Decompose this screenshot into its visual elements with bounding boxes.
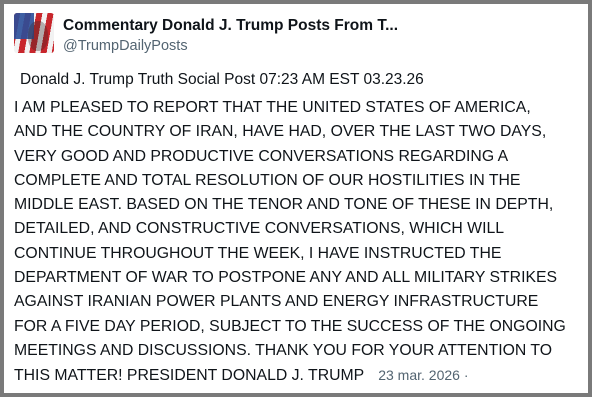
- account-handle[interactable]: @TrumpDailyPosts: [63, 38, 188, 54]
- post-line: AGAINST IRANIAN POWER PLANTS AND ENERGY …: [14, 293, 539, 311]
- post-line: CONTINUE THROUGHOUT THE WEEK, I HAVE INS…: [14, 244, 502, 262]
- display-name[interactable]: Commentary Donald J. Trump Posts From T.…: [63, 17, 399, 34]
- post-line: DETAILED, AND CONSTRUCTIVE CONVERSATIONS…: [14, 220, 505, 238]
- post-line: I AM PLEASED TO REPORT THAT THE UNITED S…: [14, 99, 531, 116]
- avatar[interactable]: [14, 13, 54, 53]
- post-line: FOR A FIVE DAY PERIOD, SUBJECT TO THE SU…: [14, 317, 566, 335]
- post-line: THIS MATTER! PRESIDENT DONALD J. TRUMP: [14, 367, 365, 385]
- avatar-portrait: [28, 21, 48, 51]
- post-line: MEETINGS AND DISCUSSIONS. THANK YOU FOR …: [14, 341, 553, 359]
- post-line: MIDDLE EAST. BASED ON THE TENOR AND TONE…: [14, 196, 554, 214]
- post-line: VERY GOOD AND PRODUCTIVE CONVERSATIONS R…: [14, 147, 509, 165]
- post-line-last: THIS MATTER! PRESIDENT DONALD J. TRUMP 23…: [14, 363, 594, 388]
- post-line: COMPLETE AND TOTAL RESOLUTION OF OUR HOS…: [14, 171, 521, 189]
- post-card: Commentary Donald J. Trump Posts From T.…: [0, 0, 592, 397]
- post-headline: Donald J. Trump Truth Social Post 07:23 …: [20, 71, 424, 88]
- post-date[interactable]: 23 mar. 2026 ·: [378, 367, 469, 384]
- post-body: I AM PLEASED TO REPORT THAT THE UNITED S…: [14, 96, 594, 389]
- post-line: DEPARTMENT OF WAR TO POSTPONE ANY AND AL…: [14, 269, 558, 287]
- post-line: AND THE COUNTRY OF IRAN, HAVE HAD, OVER …: [14, 123, 547, 141]
- avatar-flag-canton: [14, 13, 34, 39]
